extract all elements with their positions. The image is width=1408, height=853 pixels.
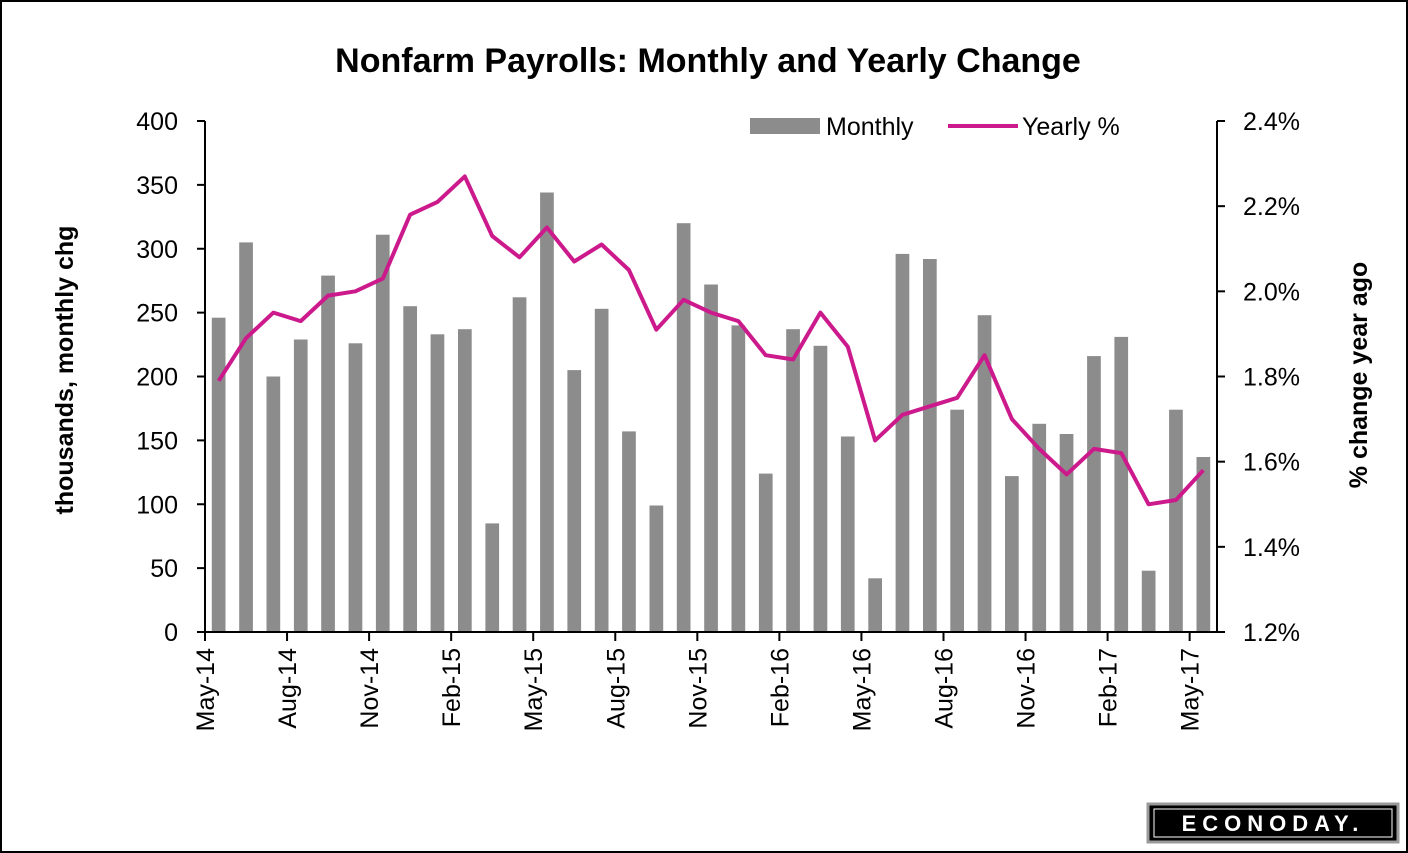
x-tick-label: Nov-14 [356, 648, 384, 729]
left-tick-label: 300 [136, 236, 178, 264]
bar [1059, 434, 1074, 632]
right-tick-label: 2.4% [1243, 108, 1300, 136]
right-tick-label: 1.8% [1243, 364, 1300, 392]
bar [1114, 336, 1129, 632]
legend-monthly-label: Monthly [826, 113, 914, 141]
x-tick-label: May-17 [1177, 648, 1205, 731]
x-tick-label: Feb-15 [438, 648, 466, 727]
bar [293, 339, 308, 632]
x-tick-label: May-16 [848, 648, 876, 731]
left-axis-title: thousands, monthly chg [51, 226, 79, 515]
right-tick-label: 1.2% [1243, 619, 1300, 647]
right-axis-title: % change year ago [1345, 262, 1373, 488]
bar [622, 431, 636, 632]
right-tick-label: 1.4% [1243, 534, 1300, 562]
legend-yearly-label: Yearly % [1022, 113, 1120, 141]
x-tick-label: May-15 [520, 648, 548, 731]
bar [403, 306, 417, 632]
x-tick-label: Feb-17 [1095, 648, 1123, 727]
logo-inner-border [1153, 808, 1393, 838]
axes: 0 50 100 150 200 250 300 350 400 1.2% 1.4% 1.6% 1.8%… [136, 108, 1300, 731]
x-tick-label: Nov-16 [1013, 648, 1041, 729]
left-tick-label: 400 [136, 108, 178, 136]
left-tick-label: 350 [136, 172, 178, 200]
x-tick-label: May-14 [192, 648, 220, 731]
bar [923, 259, 937, 632]
bar [594, 308, 609, 632]
bar [458, 329, 472, 632]
logo-text: ECONODAY. [1182, 811, 1365, 836]
right-tick-label: 2.2% [1243, 193, 1300, 221]
line-series [217, 174, 1205, 507]
bar [1005, 476, 1019, 632]
bar [676, 223, 691, 632]
x-tick-label: Aug-15 [602, 648, 630, 729]
bar [1141, 570, 1156, 632]
bar [211, 317, 226, 632]
bar [239, 242, 253, 632]
right-tick-label: 2.0% [1243, 278, 1300, 306]
bar [649, 505, 664, 632]
bar [348, 343, 363, 632]
bar [485, 523, 500, 632]
legend-monthly-swatch [750, 118, 820, 134]
bar [840, 436, 855, 632]
right-tick-label: 1.6% [1243, 449, 1300, 477]
bar [321, 275, 335, 632]
bar [266, 376, 281, 632]
bar [813, 345, 828, 632]
bar [704, 284, 718, 632]
bar [540, 192, 554, 632]
logo-border [1146, 802, 1400, 844]
left-tick-label: 250 [136, 300, 178, 328]
bar [430, 334, 445, 632]
bar [1087, 356, 1101, 632]
bar-series [211, 192, 1211, 632]
econoday-logo: ECONODAY. [1146, 802, 1400, 844]
bar [1196, 457, 1211, 632]
bar [868, 578, 882, 632]
left-tick-label: 150 [136, 427, 178, 455]
x-tick-label: Feb-16 [766, 648, 794, 727]
bar [731, 325, 746, 632]
chart-title: Nonfarm Payrolls: Monthly and Yearly Cha… [335, 42, 1081, 80]
left-tick-label: 0 [164, 619, 178, 647]
bar [512, 297, 527, 632]
x-tick-label: Nov-15 [684, 648, 712, 729]
bar [1169, 409, 1183, 632]
left-tick-label: 100 [136, 491, 178, 519]
bar [567, 370, 582, 632]
bar [977, 315, 992, 632]
bar [950, 409, 964, 632]
bar [758, 473, 773, 632]
bar [895, 253, 910, 632]
bar [1032, 423, 1047, 632]
yearly-line [217, 174, 1205, 507]
left-tick-label: 50 [150, 555, 178, 583]
legend: Monthly Yearly % [750, 113, 1120, 141]
left-tick-label: 200 [136, 364, 178, 392]
bar [375, 234, 390, 632]
x-tick-label: Aug-16 [931, 648, 959, 729]
x-tick-label: Aug-14 [274, 648, 302, 729]
bar [786, 329, 800, 632]
